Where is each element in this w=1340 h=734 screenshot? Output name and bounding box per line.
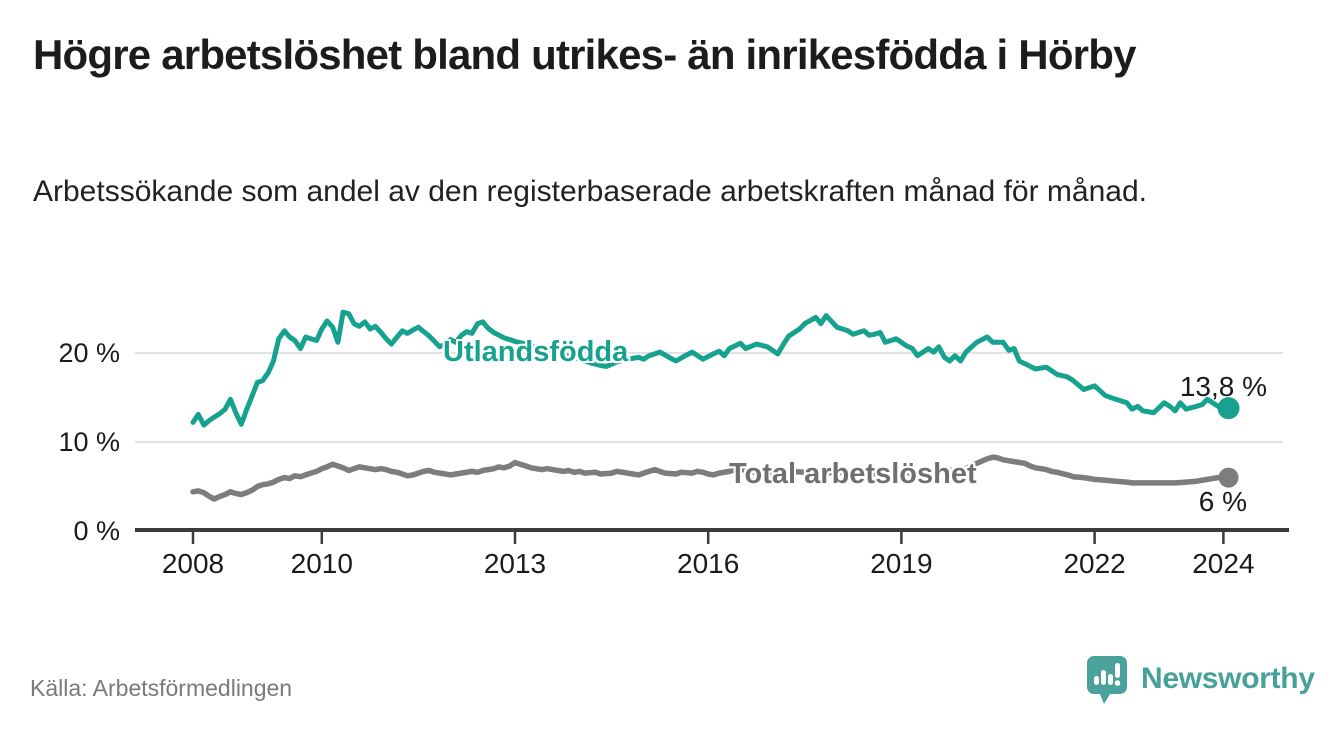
- end-value-label-utlandsfodda: 13,8 %: [1179, 371, 1267, 402]
- newsworthy-speech-bubble-icon: [1087, 656, 1127, 704]
- x-axis-tick-label: 2019: [870, 548, 933, 579]
- x-axis-tick-label: 2013: [483, 548, 547, 579]
- x-axis-tick-label: 2022: [1063, 548, 1126, 579]
- newsworthy-logo: Newsworthy: [1087, 656, 1315, 706]
- page-title: Högre arbetslöshet bland utrikes- än inr…: [33, 31, 1136, 78]
- end-value-label-total: 6 %: [1198, 486, 1247, 517]
- y-axis-tick-label: 20 %: [58, 338, 120, 368]
- page-subtitle: Arbetssökande som andel av den registerb…: [33, 175, 1147, 208]
- y-axis-tick-label: 0 %: [73, 516, 120, 546]
- x-axis-tick-label: 2024: [1192, 548, 1255, 579]
- series-label-total-arbetsloshet: Total arbetslöshet: [729, 458, 977, 490]
- series-label-utlandsfodda: Utlandsfödda: [443, 336, 629, 368]
- x-axis-tick-label: 2010: [290, 548, 353, 579]
- x-axis-tick-label: 2016: [677, 548, 740, 579]
- y-axis-tick-label: 10 %: [58, 427, 120, 457]
- source-note: Källa: Arbetsförmedlingen: [30, 675, 293, 701]
- x-axis-tick-label: 2008: [161, 548, 225, 579]
- newsworthy-wordmark: Newsworthy: [1141, 662, 1315, 695]
